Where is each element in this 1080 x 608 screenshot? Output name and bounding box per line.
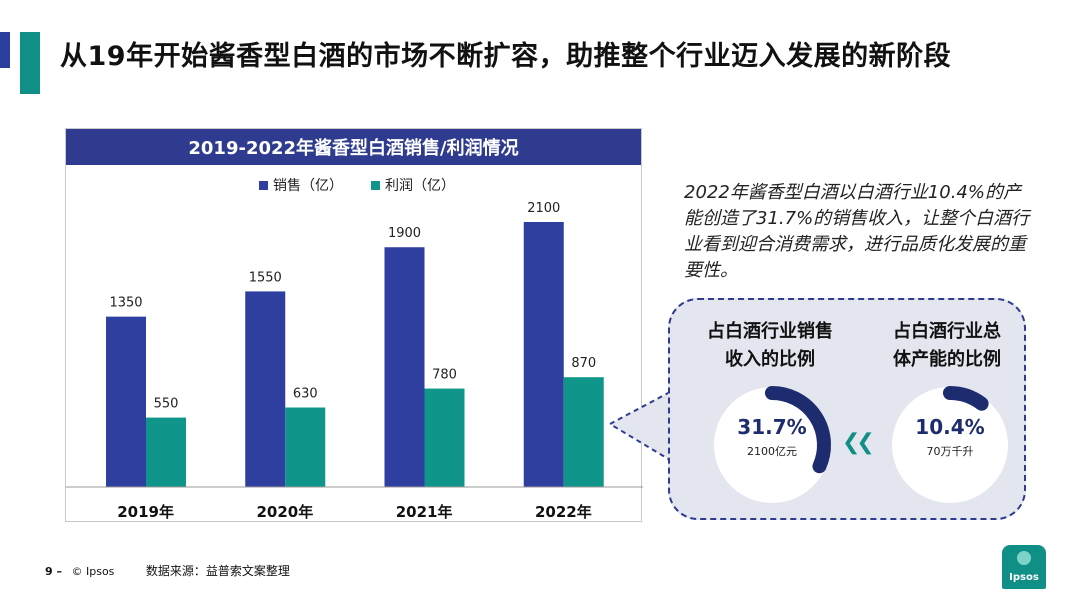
x-tick-label-2: 2021年: [396, 503, 453, 521]
bar-profit-3: [563, 377, 604, 487]
legend-swatch-0: [259, 181, 268, 190]
logo-text: Ipsos: [1009, 572, 1039, 583]
bar-chart: 销售（亿） 利润（亿） 1350 550 2019年 1550 630 2020年 1900 78…: [66, 178, 643, 521]
data-label-profit-1: 630: [293, 387, 318, 402]
page-title: 从19年开始酱香型白酒的市场不断扩容，助推整个行业迈入发展的新阶段: [60, 41, 952, 72]
data-label-sales-0: 1350: [109, 296, 142, 311]
x-tick-label-1: 2020年: [257, 503, 314, 521]
sales-share-value: 31.7%: [737, 415, 807, 439]
chart-title: 2019-2022年酱香型白酒销售/利润情况: [66, 129, 641, 165]
bar-profit-1: [285, 407, 326, 487]
bar-sales-1: [245, 291, 286, 487]
data-label-profit-2: 780: [432, 368, 457, 383]
ipsos-logo: Ipsos: [1002, 545, 1046, 589]
capacity-amount: 70万千升: [926, 445, 974, 458]
title-accent-bar-teal: [20, 32, 40, 94]
data-label-profit-0: 550: [154, 397, 179, 412]
chart-frame: 2019-2022年酱香型白酒销售/利润情况 销售（亿） 利润（亿） 1350 550…: [65, 128, 643, 522]
data-label-profit-3: 870: [571, 356, 596, 371]
bar-sales-2: [384, 247, 425, 487]
capacity-share-ring: 10.4% 70万千升: [890, 385, 1010, 505]
x-tick-label-3: 2022年: [535, 503, 592, 521]
callout-pointer: [607, 391, 671, 461]
sales-share-ring: 31.7% 2100亿元: [712, 385, 832, 505]
left-label-line2: 收入的比例: [725, 349, 815, 370]
data-label-sales-2: 1900: [388, 226, 421, 241]
logo-dot-icon: [1017, 551, 1031, 565]
right-panel-label: 占白酒行业总 体产能的比例: [872, 318, 1022, 374]
x-tick-label-0: 2019年: [117, 503, 174, 521]
data-source: 数据来源：益普索文案整理: [145, 564, 290, 578]
footer: 9 – © Ipsos 数据来源：益普索文案整理: [45, 562, 290, 579]
right-label-line2: 体产能的比例: [893, 349, 1001, 370]
data-label-sales-1: 1550: [249, 270, 282, 285]
page-number: 9 –: [45, 565, 62, 578]
insight-note: 2022年酱香型白酒以白酒行业10.4%的产能创造了31.7%的销售收入，让整个…: [684, 182, 1030, 281]
bar-profit-2: [424, 388, 465, 487]
right-label-line1: 占白酒行业总: [893, 321, 1001, 342]
capacity-share-arc: [943, 386, 989, 411]
sales-amount: 2100亿元: [747, 445, 797, 458]
title-accent-bar: [0, 32, 10, 68]
bar-profit-0: [146, 417, 186, 487]
bar-sales-0: [106, 316, 146, 487]
left-label-line1: 占白酒行业销售: [707, 321, 833, 342]
left-panel-label: 占白酒行业销售 收入的比例: [690, 318, 850, 374]
double-chevron-left-icon: ❮❮: [842, 430, 875, 455]
sales-share-arc: [765, 386, 831, 474]
copyright: © Ipsos: [71, 565, 115, 578]
data-label-sales-3: 2100: [527, 201, 560, 216]
legend-label-1: 利润（亿）: [385, 178, 455, 194]
bar-sales-3: [523, 222, 564, 487]
legend-label-0: 销售（亿）: [273, 178, 343, 194]
capacity-share-value: 10.4%: [915, 415, 985, 439]
legend-swatch-1: [371, 181, 380, 190]
